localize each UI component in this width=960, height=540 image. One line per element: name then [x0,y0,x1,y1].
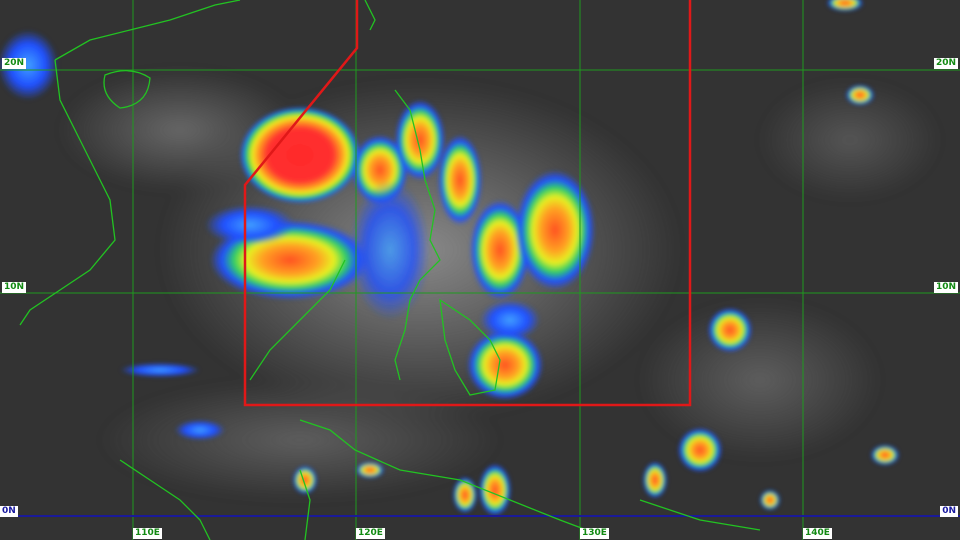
lon-label-140e: 140E [803,528,832,539]
lat-label-left-20n: 20N [2,58,27,69]
lat-label-right-0n: 0N [940,506,958,517]
par-boundary [243,0,692,407]
lon-label-120e: 120E [356,528,385,539]
lat-label-right-20n: 20N [933,58,958,69]
lat-label-right-10n: 10N [933,282,958,293]
lat-label-left-10n: 10N [2,282,27,293]
lon-label-130e: 130E [580,528,609,539]
lat-label-left-0n: 0N [0,506,18,517]
convective-clouds [0,0,899,516]
lon-label-110e: 110E [133,528,162,539]
coastlines [19,0,761,540]
